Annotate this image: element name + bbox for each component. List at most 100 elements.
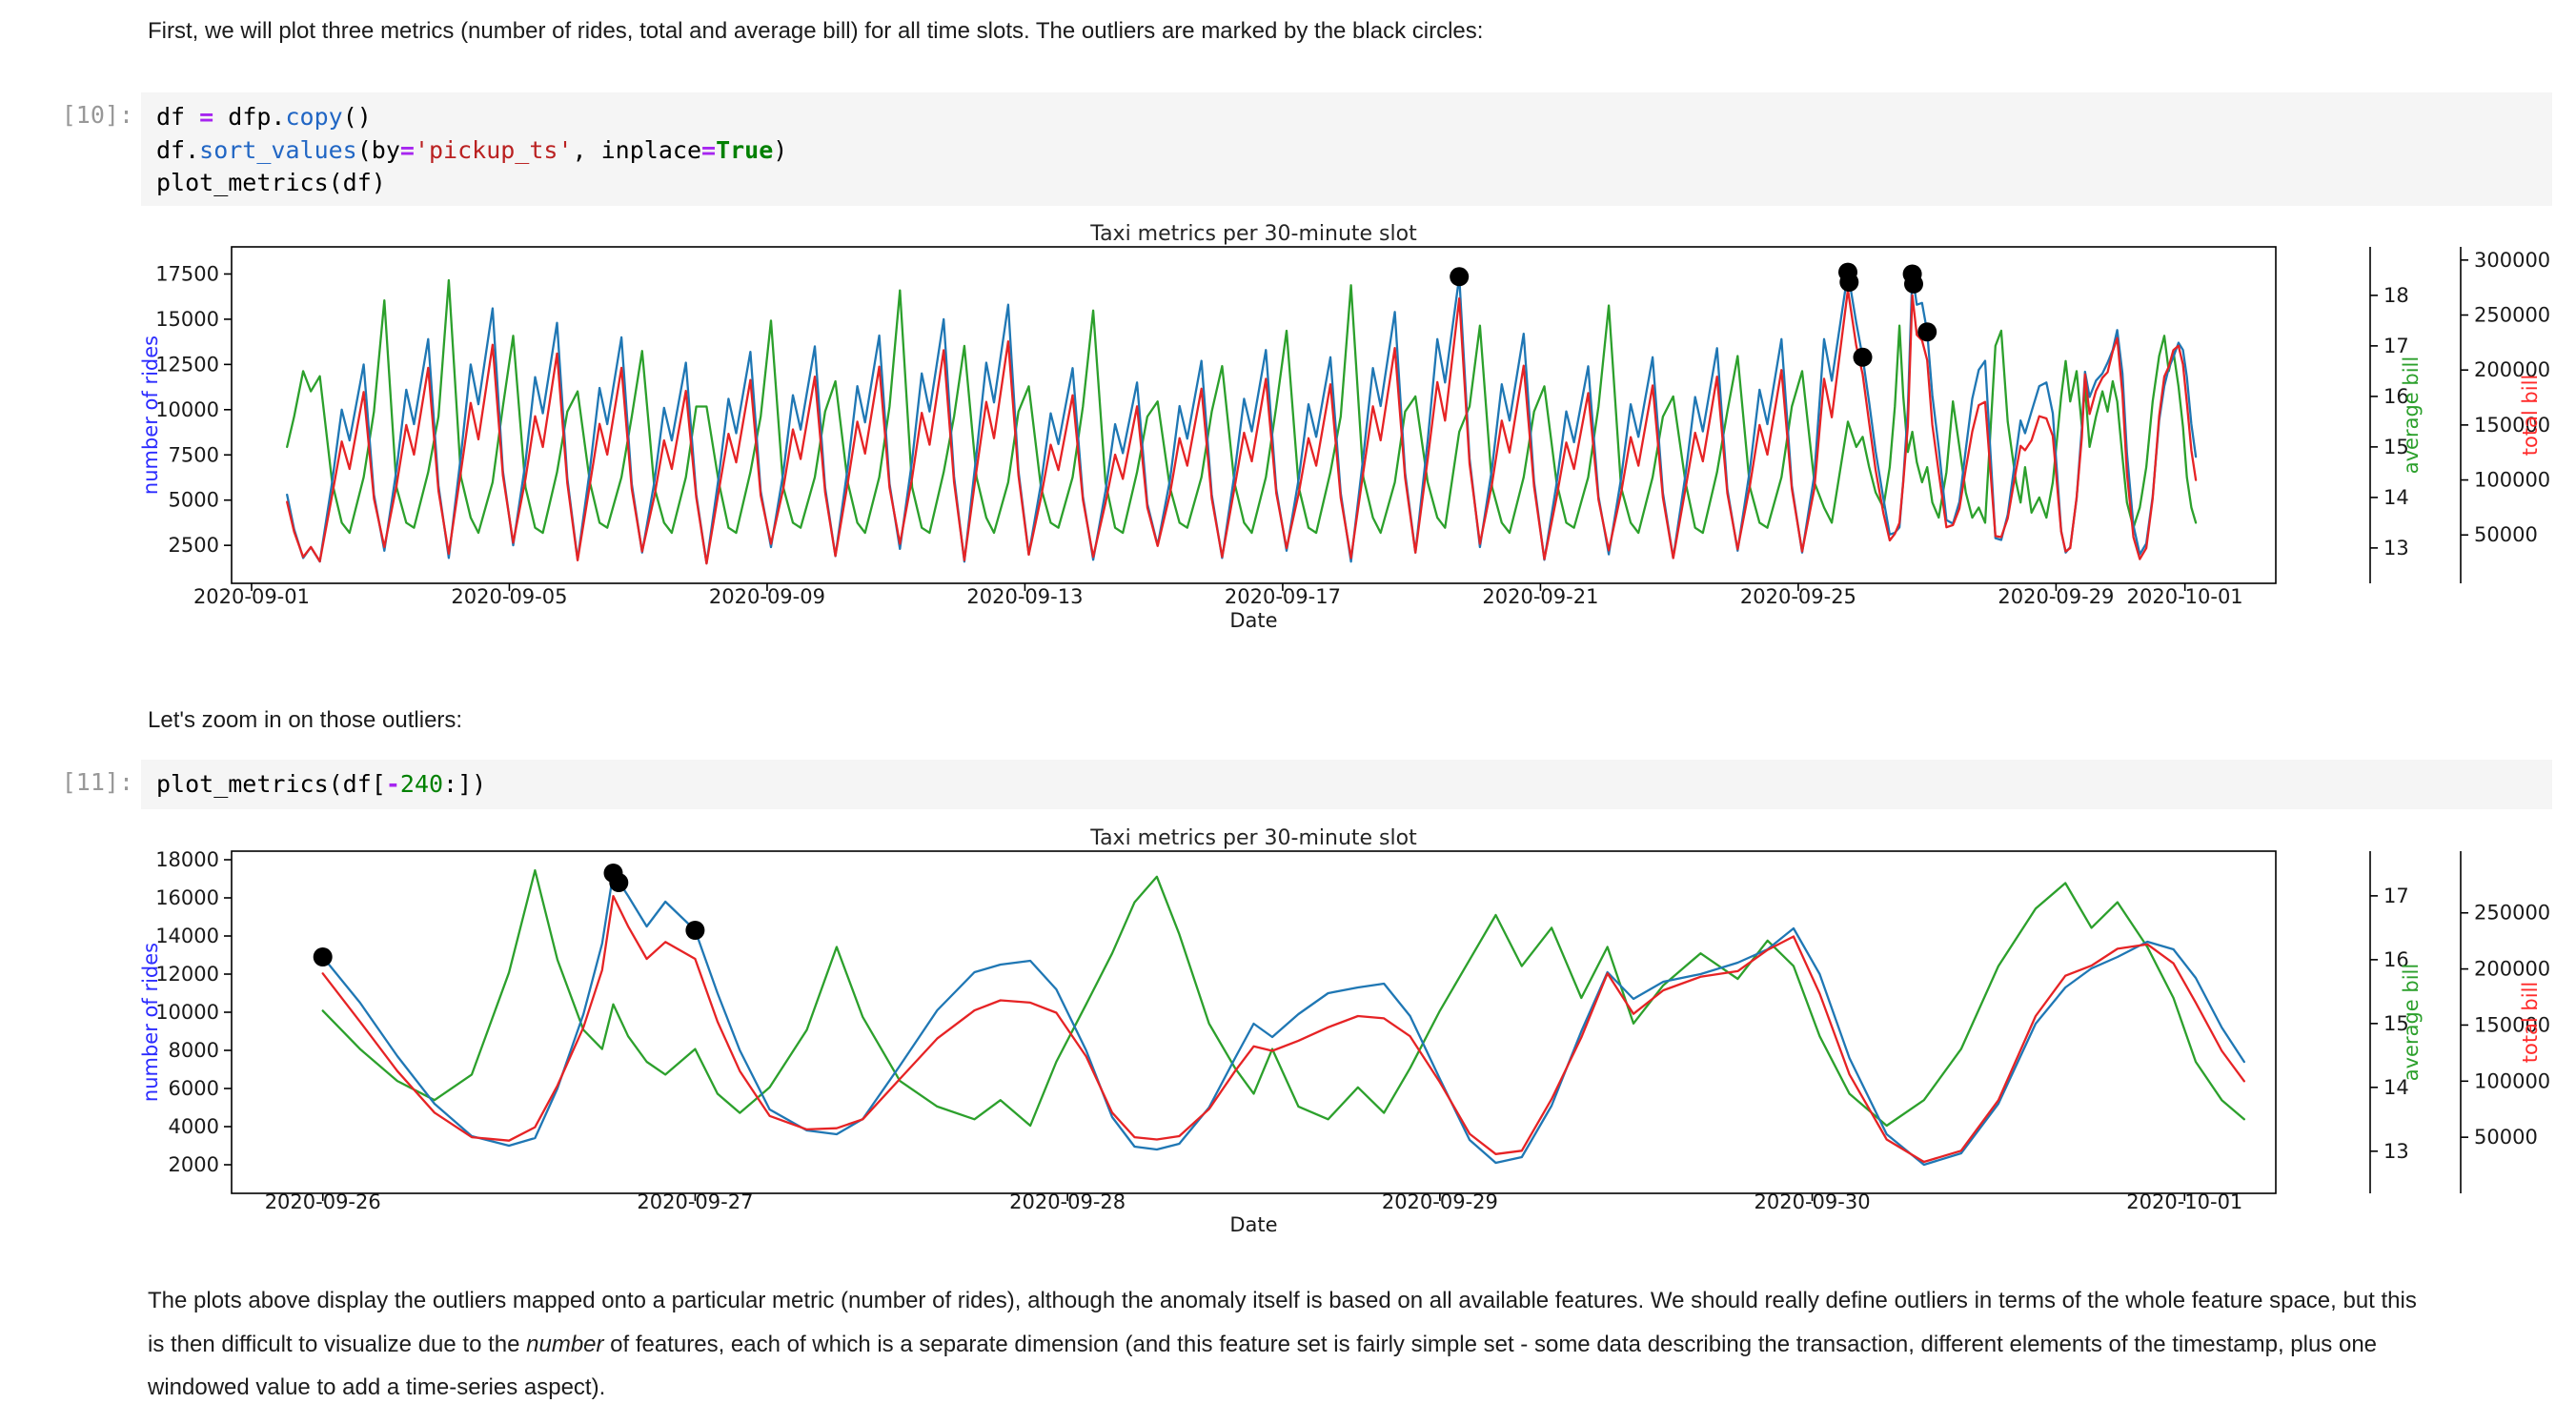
avg-tick-label: 17 bbox=[2383, 885, 2409, 907]
x-tick-label: 2020-09-28 bbox=[1009, 1190, 1126, 1213]
markdown-zoom: Let's zoom in on those outliers: bbox=[148, 707, 463, 733]
x-tick-label: 2020-09-09 bbox=[709, 585, 825, 608]
y-tick-label: 4000 bbox=[169, 1115, 219, 1138]
avg-tick-label: 18 bbox=[2383, 284, 2409, 307]
code-cell-11[interactable]: plot_metrics(df[-240:]) bbox=[141, 760, 2552, 809]
total-tick-label: 50000 bbox=[2474, 1126, 2538, 1149]
series-rides-line bbox=[286, 271, 2198, 565]
outlier-marker bbox=[1853, 347, 1873, 367]
avg-tick-label: 15 bbox=[2383, 436, 2409, 458]
code-token: 'pickup_ts' bbox=[414, 135, 573, 164]
markdown-intro: First, we will plot three metrics (numbe… bbox=[148, 18, 1484, 44]
code-token: plot_metrics(df[ bbox=[156, 770, 386, 798]
outro-text-after: of features, each of which is a separate… bbox=[148, 1331, 2378, 1401]
x-tick-label: 2020-09-21 bbox=[1482, 585, 1598, 608]
outlier-marker bbox=[1904, 274, 1923, 294]
x-tick-label: 2020-09-30 bbox=[1755, 1190, 1871, 1213]
code-token: df. bbox=[156, 135, 200, 164]
code-cell-10[interactable]: df = dfp.copy() df.sort_values(by='picku… bbox=[141, 92, 2552, 206]
y-tick-label: 18000 bbox=[155, 848, 219, 871]
y-tick-label: 12500 bbox=[155, 353, 219, 376]
x-axis-label: Date bbox=[1229, 1213, 1277, 1236]
total-tick-label: 100000 bbox=[2474, 469, 2550, 492]
y-tick-label: 15000 bbox=[155, 308, 219, 331]
y-tick-label: 10000 bbox=[155, 1001, 219, 1024]
y-axis-label-avg: average bill bbox=[2400, 964, 2423, 1081]
chart-title: Taxi metrics per 30-minute slot bbox=[1089, 222, 1417, 246]
y-tick-label: 10000 bbox=[155, 398, 219, 421]
code-token: sort_values bbox=[199, 135, 357, 164]
y-axis-label-total: total bill bbox=[2519, 982, 2542, 1064]
avg-tick-label: 13 bbox=[2383, 537, 2409, 559]
x-tick-label: 2020-09-26 bbox=[265, 1190, 381, 1213]
total-tick-label: 150000 bbox=[2474, 414, 2550, 437]
plot-frame bbox=[231, 850, 2277, 1194]
total-tick-label: 200000 bbox=[2474, 358, 2550, 381]
x-tick-label: 2020-09-25 bbox=[1740, 585, 1856, 608]
code-token: True bbox=[716, 135, 774, 164]
code-token: , inplace bbox=[572, 135, 701, 164]
code-token: :]) bbox=[443, 770, 487, 798]
code-token: = bbox=[399, 135, 415, 164]
total-tick-label: 100000 bbox=[2474, 1069, 2550, 1092]
avg-tick-label: 13 bbox=[2383, 1140, 2409, 1163]
avg-tick-label: 15 bbox=[2383, 1012, 2409, 1035]
x-tick-label: 2020-10-01 bbox=[2127, 585, 2243, 608]
y-axis-label-total: total bill bbox=[2519, 375, 2542, 457]
series-avg_bill-line bbox=[286, 278, 2198, 535]
chart-title: Taxi metrics per 30-minute slot bbox=[1089, 826, 1417, 850]
code-cell-11-source[interactable]: plot_metrics(df[-240:]) bbox=[141, 760, 2552, 810]
outlier-marker bbox=[1839, 273, 1859, 292]
code-token: 240 bbox=[399, 770, 444, 798]
outro-text-italic: number bbox=[526, 1331, 604, 1357]
total-tick-label: 50000 bbox=[2474, 523, 2538, 546]
y-tick-label: 5000 bbox=[169, 489, 219, 512]
code-token: () bbox=[342, 103, 372, 131]
figure-taxi-metrics-overview: Taxi metrics per 30-minute slot 2020-09-0… bbox=[139, 222, 2550, 632]
code-token: - bbox=[385, 770, 400, 798]
total-tick-label: 150000 bbox=[2474, 1013, 2550, 1036]
avg-tick-label: 17 bbox=[2383, 335, 2409, 357]
avg-tick-label: 16 bbox=[2383, 948, 2409, 971]
series-total_bill-line bbox=[321, 894, 2245, 1164]
cell-prompt-10: [10]: bbox=[61, 101, 133, 129]
x-tick-label: 2020-09-05 bbox=[451, 585, 567, 608]
code-token: df bbox=[156, 103, 200, 131]
x-tick-label: 2020-09-01 bbox=[193, 585, 310, 608]
y-tick-label: 2000 bbox=[169, 1153, 219, 1176]
y-axis-label-rides: number of rides bbox=[139, 943, 162, 1102]
total-tick-label: 250000 bbox=[2474, 304, 2550, 327]
avg-tick-label: 16 bbox=[2383, 385, 2409, 408]
markdown-outro: The plots above display the outliers map… bbox=[148, 1279, 2425, 1410]
total-tick-label: 300000 bbox=[2474, 249, 2550, 272]
avg-tick-label: 14 bbox=[2383, 486, 2409, 509]
x-tick-label: 2020-09-27 bbox=[637, 1190, 753, 1213]
cell-prompt-11: [11]: bbox=[61, 768, 133, 796]
x-tick-label: 2020-09-17 bbox=[1225, 585, 1341, 608]
figure-taxi-metrics-zoomed: Taxi metrics per 30-minute slot 2020-09-2… bbox=[139, 826, 2550, 1236]
outlier-marker bbox=[685, 921, 705, 940]
y-axis-label-avg: average bill bbox=[2400, 356, 2423, 474]
outro-text-before: The plots above display the outliers map… bbox=[148, 1288, 2417, 1357]
x-tick-label: 2020-09-13 bbox=[966, 585, 1083, 608]
x-tick-label: 2020-09-29 bbox=[1382, 1190, 1498, 1213]
y-tick-label: 6000 bbox=[169, 1077, 219, 1100]
y-tick-label: 7500 bbox=[169, 443, 219, 466]
code-token: (by bbox=[356, 135, 400, 164]
code-token: plot_metrics(df) bbox=[156, 169, 386, 196]
code-token: copy bbox=[285, 103, 343, 131]
code-cell-10-source[interactable]: df = dfp.copy() df.sort_values(by='picku… bbox=[141, 92, 2552, 209]
outlier-marker bbox=[313, 947, 333, 966]
total-tick-label: 250000 bbox=[2474, 902, 2550, 925]
y-tick-label: 16000 bbox=[155, 886, 219, 909]
x-axis-label: Date bbox=[1229, 609, 1277, 632]
code-token: = bbox=[199, 103, 214, 131]
y-tick-label: 14000 bbox=[155, 925, 219, 947]
y-tick-label: 8000 bbox=[169, 1039, 219, 1062]
code-token: ) bbox=[773, 135, 788, 164]
series-total_bill-line bbox=[286, 288, 2198, 565]
y-tick-label: 17500 bbox=[155, 262, 219, 285]
total-tick-label: 200000 bbox=[2474, 958, 2550, 981]
avg-tick-label: 14 bbox=[2383, 1076, 2409, 1099]
